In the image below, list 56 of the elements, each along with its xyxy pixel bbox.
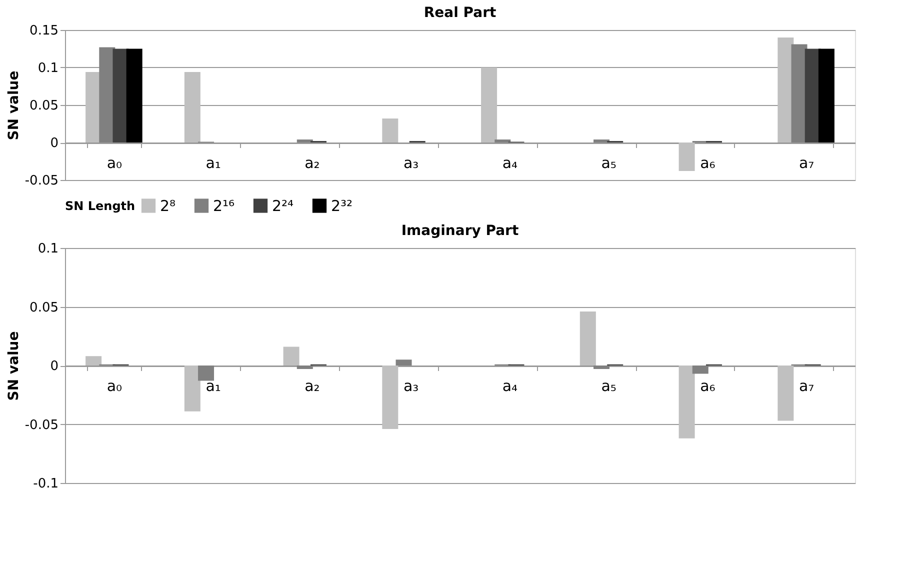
- x-tick-label: a₆: [700, 154, 716, 172]
- legend-label: 2⁸: [160, 196, 176, 215]
- y-tick-label: 0: [50, 359, 58, 374]
- bar: [126, 48, 142, 142]
- x-tick-label: a₅: [601, 377, 616, 395]
- bar: [296, 366, 313, 370]
- y-tick-label: 0.1: [38, 242, 58, 256]
- legend-label: 2¹⁶: [213, 196, 235, 215]
- x-tick-label: a₃: [403, 377, 419, 395]
- y-tick-label: -0.05: [24, 418, 58, 433]
- bar: [678, 366, 695, 438]
- bar: [396, 360, 412, 366]
- bar: [382, 366, 398, 429]
- y-tick-label: 0.05: [30, 300, 58, 316]
- bar: [678, 142, 695, 171]
- bar: [86, 356, 102, 366]
- chart-title: Real Part: [424, 5, 496, 21]
- y-tick-label: -0.1: [33, 476, 58, 492]
- y-tick-label: 0: [50, 136, 58, 151]
- x-tick-label: a₆: [700, 377, 716, 395]
- x-tick-label: a₅: [601, 154, 616, 172]
- chart-title: Imaginary Part: [401, 223, 519, 239]
- bar: [184, 72, 200, 142]
- x-tick-label: a₃: [403, 154, 419, 172]
- x-tick-label: a₀: [106, 154, 122, 172]
- x-tick-label: a₂: [304, 154, 320, 172]
- x-tick-label: a₇: [798, 154, 814, 172]
- y-tick-label: 0.15: [30, 24, 58, 38]
- y-tick-label: -0.05: [24, 174, 58, 188]
- x-tick-label: a₁: [206, 154, 221, 172]
- y-tick-label: 0.05: [30, 98, 58, 114]
- y-tick-label: 0.1: [38, 61, 58, 76]
- bar: [580, 311, 596, 366]
- bar: [198, 366, 214, 381]
- x-tick-label: a₂: [304, 377, 320, 395]
- y-axis-title: SN value: [6, 70, 22, 140]
- bar: [818, 48, 834, 142]
- x-tick-label: a₁: [206, 377, 221, 395]
- bar: [184, 366, 200, 412]
- bar: [594, 140, 610, 142]
- bar: [296, 140, 313, 142]
- x-tick-label: a₇: [798, 377, 814, 395]
- x-tick-label: a₄: [502, 154, 518, 172]
- bar: [382, 118, 398, 142]
- legend-label: 2²⁴: [272, 196, 294, 215]
- legend-label: 2³²: [331, 196, 353, 215]
- x-tick-label: a₄: [502, 377, 518, 395]
- bar: [692, 366, 708, 374]
- bar: [778, 366, 794, 421]
- bar: [283, 346, 300, 366]
- bar: [494, 140, 511, 142]
- y-axis-title: SN value: [6, 331, 22, 401]
- legend-title: SN Length: [65, 199, 136, 213]
- bar: [594, 366, 610, 370]
- x-tick-label: a₀: [106, 377, 122, 395]
- bar: [481, 68, 498, 142]
